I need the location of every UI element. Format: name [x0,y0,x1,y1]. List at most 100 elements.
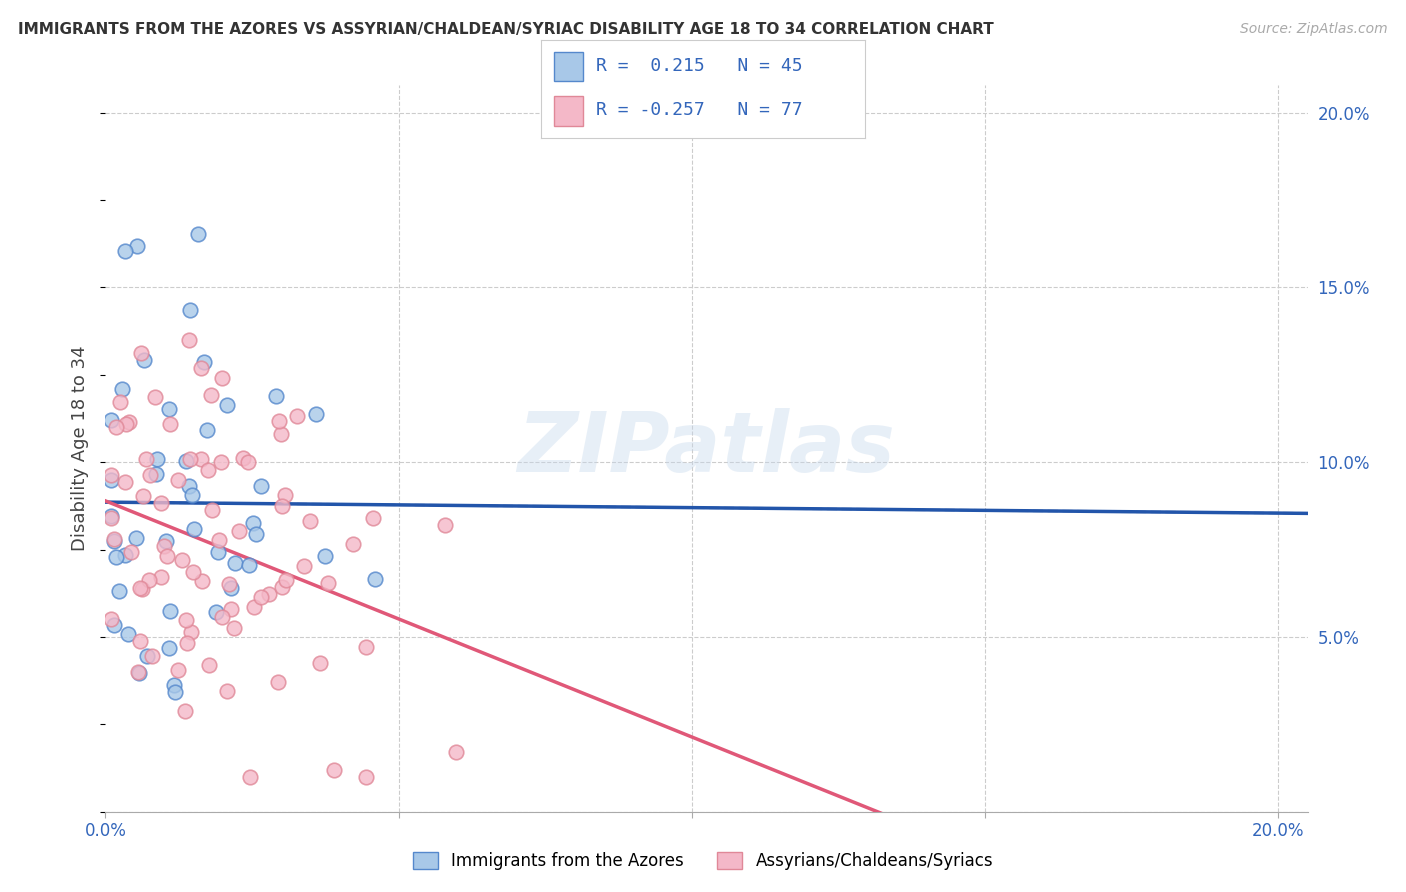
Point [250,590,273,604]
Point [257,587,280,601]
Point [135,451,157,466]
Point [159,604,181,618]
Point [139,468,162,483]
Text: Source: ZipAtlas.com: Source: ZipAtlas.com [1240,22,1388,37]
Point [125,239,148,253]
Point [176,636,198,650]
Point [117,626,139,640]
Point [167,473,190,487]
Point [132,352,155,367]
Point [201,503,224,517]
Point [211,609,233,624]
Point [100,508,122,523]
Point [204,605,226,619]
Point [150,496,173,510]
Point [103,533,125,548]
Point [105,550,128,565]
Point [174,454,197,468]
Point [211,370,233,384]
Point [245,526,267,541]
Point [128,666,150,681]
Point [103,618,125,632]
Point [141,649,163,664]
Point [145,452,167,467]
Point [155,534,177,549]
Point [100,511,122,525]
Point [179,334,201,348]
Point [270,499,292,513]
Point [190,361,212,376]
Point [285,409,308,423]
Point [219,581,242,595]
Point [108,584,131,599]
Point [131,346,153,360]
Point [157,640,180,655]
Point [239,770,262,784]
Point [242,516,264,530]
Point [354,770,377,784]
Point [127,665,149,680]
Point [209,455,232,469]
Point [157,402,180,417]
Point [222,621,245,635]
Text: R = -0.257   N = 77: R = -0.257 N = 77 [596,102,803,120]
Point [364,572,387,586]
Point [215,398,238,412]
Point [159,417,181,432]
Text: IMMIGRANTS FROM THE AZORES VS ASSYRIAN/CHALDEAN/SYRIAC DISABILITY AGE 18 TO 34 C: IMMIGRANTS FROM THE AZORES VS ASSYRIAN/C… [18,22,994,37]
Point [309,656,332,670]
Point [150,570,173,584]
Point [108,394,131,409]
Point [174,613,197,627]
Point [270,427,292,442]
Point [131,582,153,597]
Point [267,674,290,689]
Point [228,524,250,539]
Point [120,545,142,559]
Point [238,558,260,572]
Point [266,389,288,403]
Point [314,549,336,563]
Point [190,451,212,466]
Point [163,678,186,692]
Point [114,475,136,490]
Point [117,416,139,430]
Point [125,531,148,545]
Point [197,463,219,477]
Point [103,532,125,546]
Bar [554,52,583,81]
Point [271,580,294,594]
Point [224,556,246,570]
Point [172,552,194,566]
Point [100,468,122,483]
Point [145,467,167,482]
Point [135,648,157,663]
Point [249,479,271,493]
Point [207,545,229,559]
Point [100,473,122,487]
Point [143,390,166,404]
Point [342,537,364,551]
Point [316,575,339,590]
Point [156,549,179,564]
Point [299,514,322,528]
Text: R =  0.215   N = 45: R = 0.215 N = 45 [596,57,803,75]
Point [292,558,315,573]
Point [111,382,134,396]
Point [218,576,240,591]
Point [165,684,187,698]
Point [138,573,160,587]
Point [187,227,209,241]
Point [100,612,122,626]
Point [243,599,266,614]
Point [276,573,298,587]
Point [174,704,197,718]
Point [183,566,205,580]
Point [433,518,456,533]
Point [180,625,202,640]
Point [446,745,468,759]
Point [177,479,200,493]
Point [104,420,127,434]
Point [195,423,218,437]
Point [236,455,259,469]
